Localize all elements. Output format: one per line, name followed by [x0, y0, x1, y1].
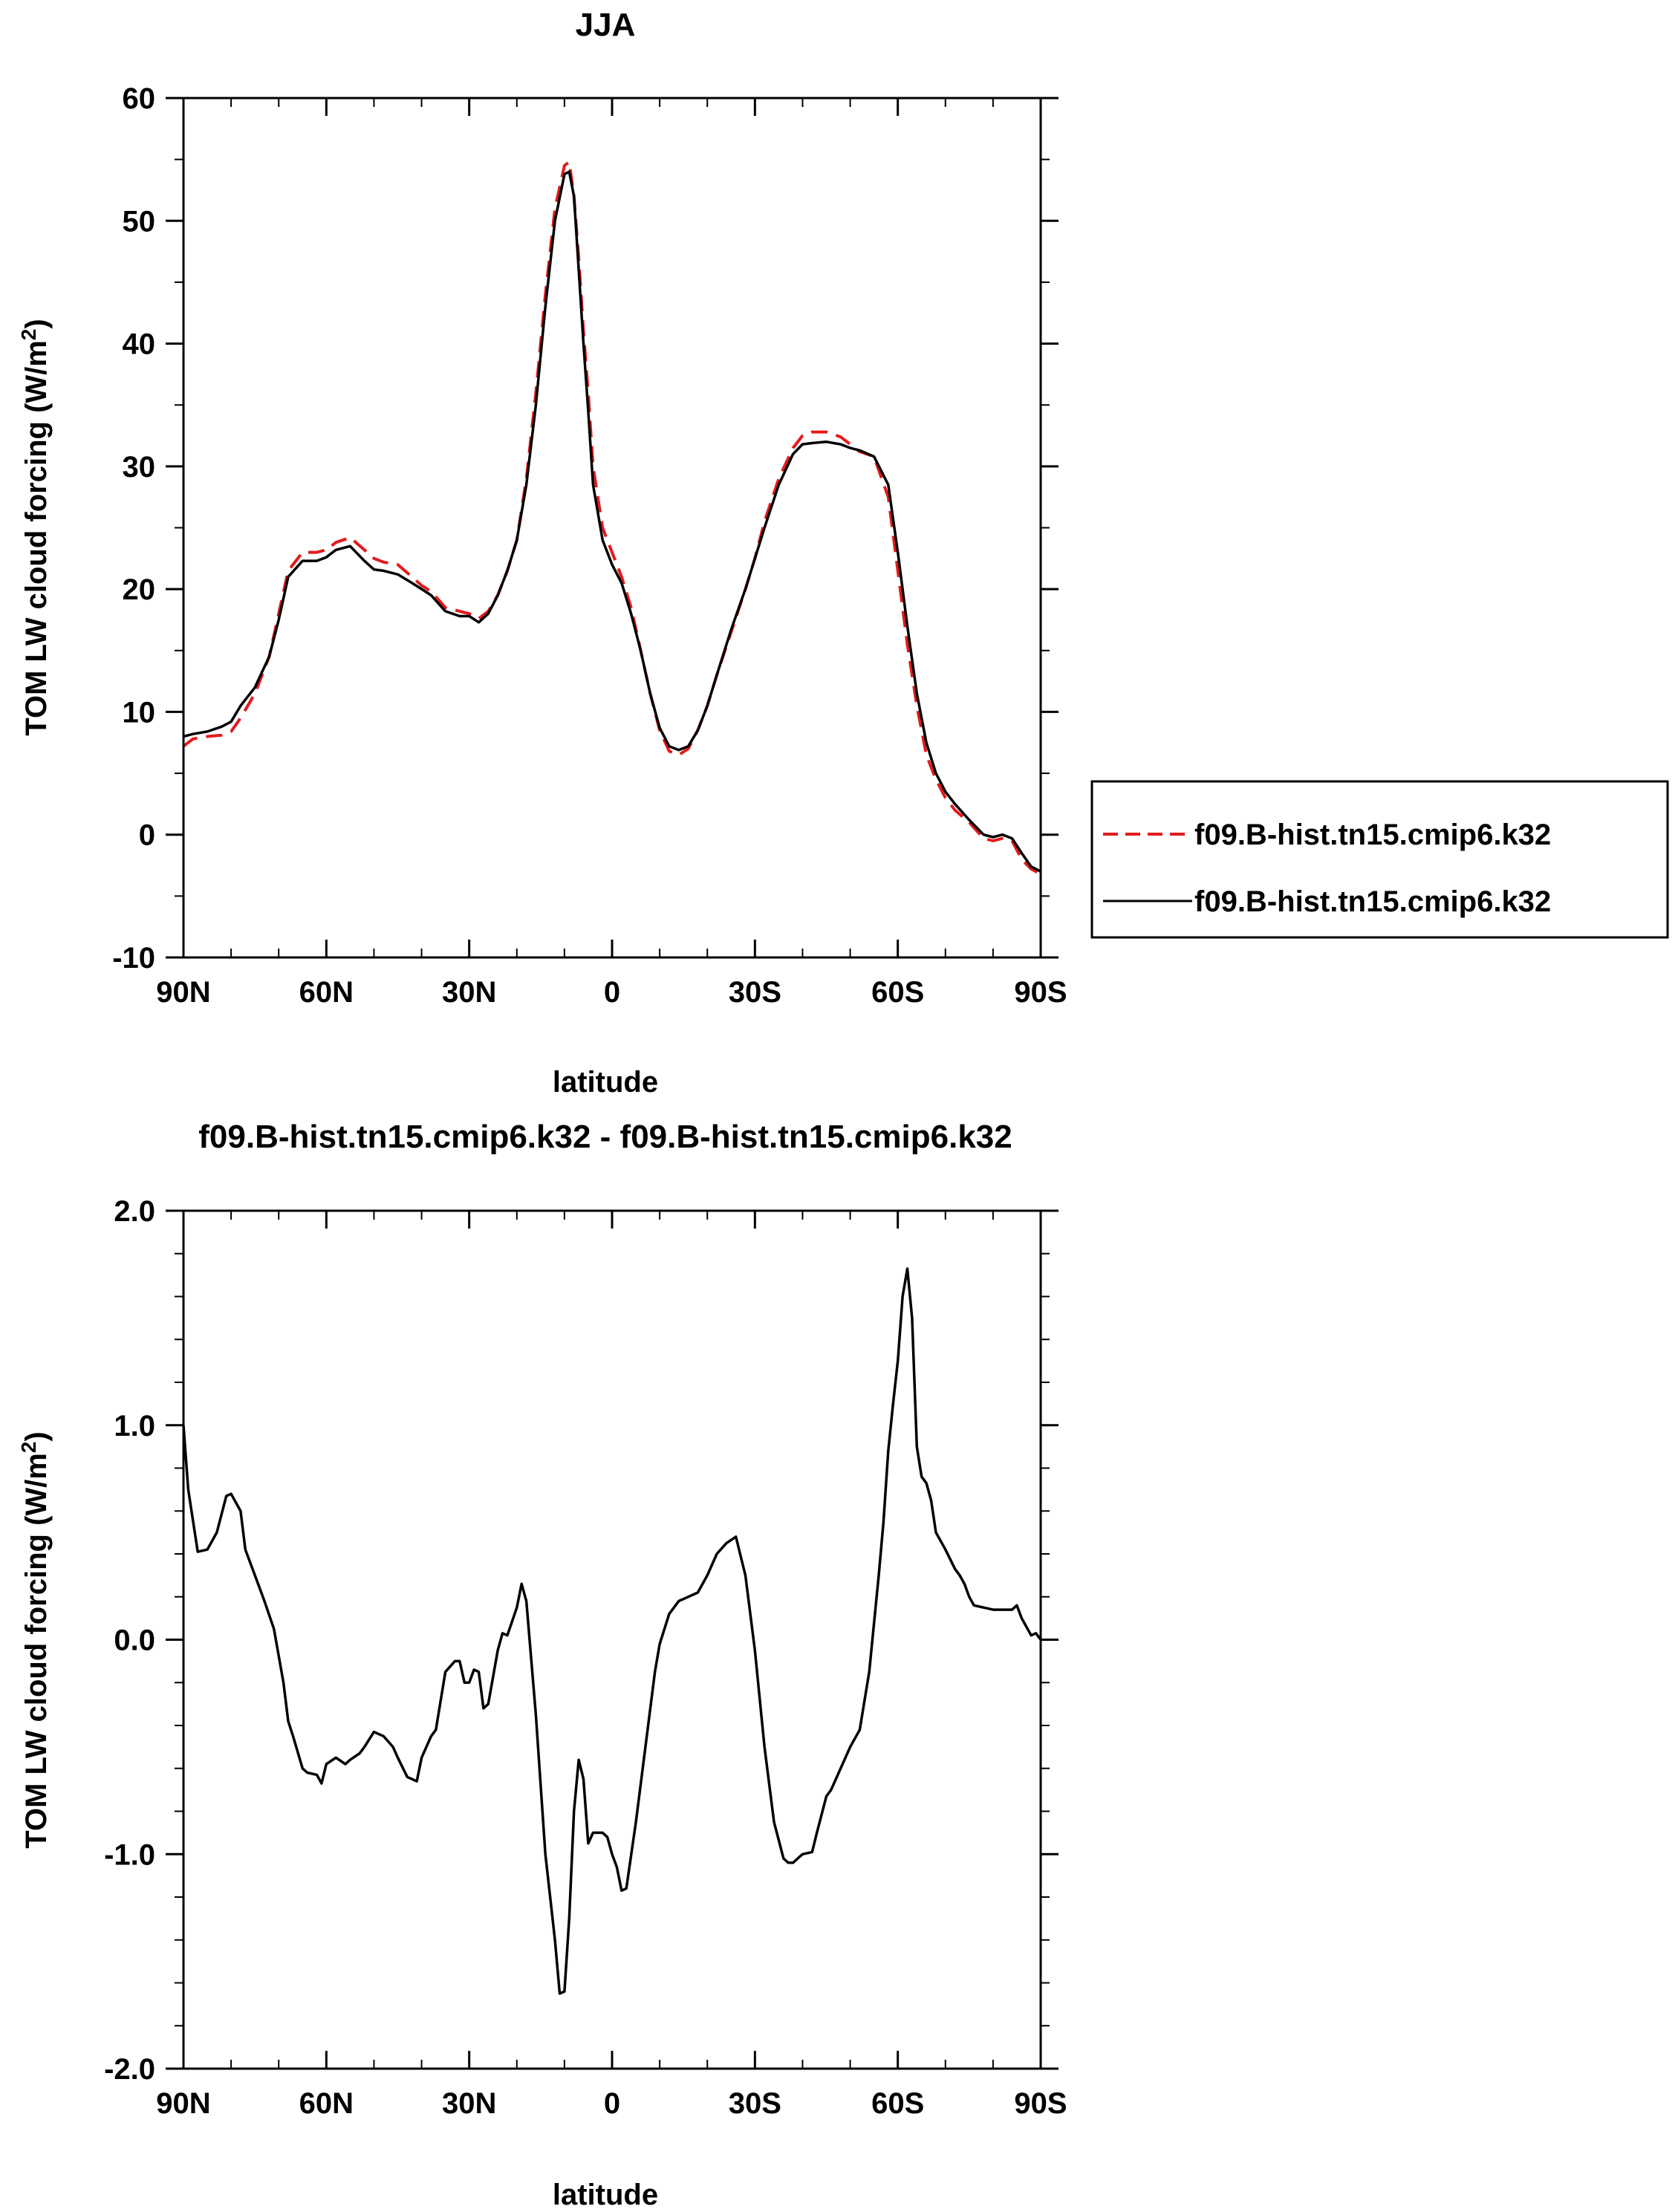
bottom-y-axis-label-sup: 2: [17, 1442, 40, 1454]
top-x-axis-label: latitude: [553, 1066, 658, 1099]
top-xtick-label: 30N: [442, 976, 496, 1009]
top-xtick-label: 90S: [1014, 976, 1067, 1009]
top-chart-title: JJA: [576, 7, 636, 43]
top-ytick-label: -10: [112, 942, 155, 975]
bottom-ytick-label: 1.0: [114, 1410, 155, 1442]
top-y-axis-label-close: ): [20, 319, 53, 328]
bottom-ytick-label: -1.0: [104, 1838, 155, 1871]
bottom-series-line-1: [182, 1267, 1042, 1995]
bottom-ytick-label: -2.0: [104, 2053, 155, 2086]
legend-box: [1090, 780, 1669, 939]
bottom-xtick-label: 0: [604, 2087, 620, 2120]
top-xtick-label: 60S: [871, 976, 924, 1009]
bottom-ytick-label: 2.0: [114, 1195, 155, 1228]
bottom-ticks-group: 90N 60N 30N 0 30S 60S 90S -2.0 -1.0 0.0 1.0 2.0: [104, 1195, 1067, 2120]
top-ytick-label: 10: [123, 696, 156, 729]
bottom-panel: f09.B-hist.tn15.cmip6.k32 - f09.B-hist.t…: [17, 1119, 1067, 2211]
top-y-axis-label-sup: 2: [17, 329, 40, 341]
top-ytick-label: 60: [123, 82, 156, 115]
top-ytick-label: 50: [123, 205, 156, 238]
top-series-line-2: [183, 170, 1041, 873]
bottom-x-axis-label: latitude: [553, 2179, 658, 2211]
legend-label-2: f09.B-hist.tn15.cmip6.k32: [1194, 885, 1551, 918]
legend: f09.B-hist.tn15.cmip6.k32 f09.B-hist.tn1…: [1090, 780, 1669, 939]
top-series-line-1: [182, 160, 1041, 876]
bottom-xtick-label: 90S: [1014, 2087, 1067, 2120]
bottom-plot-frame: [182, 1209, 1042, 2070]
top-ytick-label: 20: [123, 573, 156, 606]
bottom-y-axis-label: TOM LW cloud forcing (W/m2): [17, 1431, 53, 1848]
bottom-y-axis-label-main: TOM LW cloud forcing (W/m: [20, 1453, 53, 1849]
top-y-axis-label: TOM LW cloud forcing (W/m2): [17, 319, 53, 735]
bottom-xtick-label: 30N: [442, 2087, 496, 2120]
bottom-xtick-label: 60S: [871, 2087, 924, 2120]
top-xtick-label: 0: [604, 976, 620, 1009]
bottom-xtick-label: 90N: [156, 2087, 210, 2120]
bottom-ytick-label: 0.0: [114, 1624, 155, 1657]
top-ticks-group: 90N 60N 30N 0 30S 60S 90S -10 0 10 20 30 40 50 60: [112, 82, 1067, 1009]
bottom-xtick-label: 60N: [299, 2087, 354, 2120]
top-series-group: [182, 160, 1041, 876]
top-xtick-label: 90N: [156, 976, 210, 1009]
top-y-axis-label-main: TOM LW cloud forcing (W/m: [20, 340, 53, 736]
top-plot-frame: [182, 97, 1042, 959]
bottom-chart-title: f09.B-hist.tn15.cmip6.k32 - f09.B-hist.t…: [198, 1119, 1012, 1155]
bottom-y-axis-label-close: ): [20, 1431, 53, 1441]
legend-label-1: f09.B-hist.tn15.cmip6.k32: [1194, 819, 1551, 851]
bottom-series-group: [182, 1267, 1042, 1995]
bottom-xtick-label: 30S: [729, 2087, 781, 2120]
top-xtick-label: 30S: [729, 976, 781, 1009]
top-xtick-label: 60N: [299, 976, 354, 1009]
top-panel: JJA 90N 60N 30N 0 30S 60S 90S-100102030405060 …: [17, 7, 1669, 1099]
top-ytick-label: 30: [123, 451, 156, 484]
top-ytick-label: 0: [139, 819, 155, 852]
top-ytick-label: 40: [123, 328, 156, 361]
